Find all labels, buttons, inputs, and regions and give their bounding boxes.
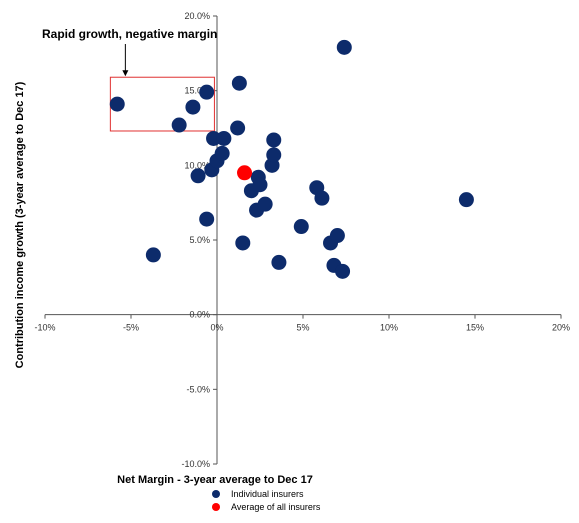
y-tick-label: -5.0%: [186, 384, 210, 394]
insurer-point: [335, 263, 351, 279]
insurer-point: [235, 235, 251, 251]
insurer-point: [145, 247, 161, 263]
x-tick-label: -10%: [34, 323, 55, 333]
insurer-point: [199, 211, 215, 227]
legend-item-average-of-all-insurers: Average of all insurers: [212, 502, 321, 512]
insurer-point: [314, 190, 330, 206]
y-axis-title: Contribution income growth (3-year avera…: [14, 81, 26, 368]
y-tick-label: 15.0%: [184, 86, 210, 96]
data-points: [109, 39, 474, 279]
insurer-point: [171, 117, 187, 133]
insurer-point: [266, 132, 282, 148]
legend-marker-average-of-all-insurers: [212, 503, 220, 511]
insurer-point: [336, 39, 352, 55]
insurer-point: [190, 168, 206, 184]
annotation-arrowhead: [122, 70, 129, 77]
legend-label-average-of-all-insurers: Average of all insurers: [231, 502, 321, 512]
x-tick-label: 10%: [380, 323, 398, 333]
insurer-point: [216, 130, 232, 146]
x-tick-label: 15%: [466, 323, 484, 333]
insurer-point: [266, 147, 282, 163]
annotation-text: Rapid growth, negative margin: [42, 27, 217, 41]
insurer-point: [109, 96, 125, 112]
x-axis-title: Net Margin - 3-year average to Dec 17: [117, 474, 313, 486]
insurer-point: [271, 254, 287, 270]
insurer-point: [458, 192, 474, 208]
insurer-point: [199, 84, 215, 100]
axes: [44, 15, 562, 465]
legend-label-individual-insurers: Individual insurers: [231, 489, 304, 499]
y-tick-label: 0.0%: [189, 310, 210, 320]
x-tick-label: 0%: [210, 323, 223, 333]
average-point: [237, 165, 253, 181]
x-tick-label: 20%: [552, 323, 570, 333]
insurer-point: [293, 219, 309, 235]
insurer-point: [231, 75, 247, 91]
legend-item-individual-insurers: Individual insurers: [212, 489, 304, 499]
insurer-point: [252, 177, 268, 193]
annotation: Rapid growth, negative margin: [42, 27, 217, 132]
legend-marker-individual-insurers: [212, 490, 220, 498]
x-tick-label: 5%: [296, 323, 309, 333]
y-tick-label: 10.0%: [184, 160, 210, 170]
legend: Individual insurers Average of all insur…: [212, 489, 321, 512]
tick-labels: -10% -5% 0% 5% 10% 15% 20% -10.0% -5.0% 0.0% 5.0% 1…: [34, 11, 570, 469]
insurer-point: [329, 228, 345, 244]
y-tick-label: 20.0%: [184, 11, 210, 21]
y-tick-label: -10.0%: [181, 459, 210, 469]
insurer-point: [206, 130, 222, 146]
insurer-point: [214, 145, 230, 161]
y-tick-label: 5.0%: [189, 235, 210, 245]
insurer-point: [185, 99, 201, 115]
insurer-point: [257, 196, 273, 212]
x-tick-label: -5%: [123, 323, 139, 333]
insurer-point: [230, 120, 246, 136]
